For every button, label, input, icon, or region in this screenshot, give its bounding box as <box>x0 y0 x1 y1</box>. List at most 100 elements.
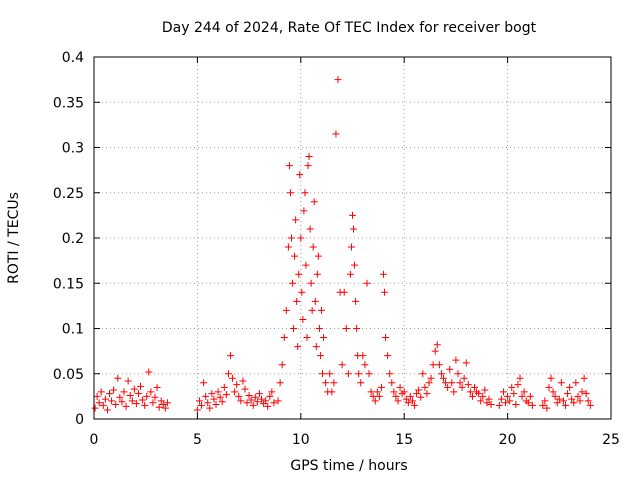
data-point <box>477 397 485 405</box>
x-tick-label: 0 <box>90 432 99 448</box>
data-point <box>545 383 553 391</box>
data-point <box>419 370 427 378</box>
data-point <box>226 352 234 360</box>
y-tick-label: 0.15 <box>53 276 84 292</box>
data-point <box>291 252 299 260</box>
data-point <box>120 388 128 396</box>
data-point <box>415 386 423 394</box>
data-point <box>253 398 261 406</box>
x-tick-label: 10 <box>292 432 310 448</box>
data-point <box>471 383 479 391</box>
data-point <box>355 370 363 378</box>
data-point <box>526 392 534 400</box>
data-point <box>315 325 323 332</box>
data-point <box>520 388 528 396</box>
data-point <box>295 270 303 278</box>
data-point <box>359 352 367 360</box>
data-point <box>334 76 342 84</box>
data-point <box>363 279 371 287</box>
data-point <box>151 393 159 401</box>
data-point <box>290 325 298 332</box>
y-tick-label: 0.05 <box>53 367 84 383</box>
data-point <box>224 370 232 378</box>
data-point <box>574 392 582 400</box>
y-tick-label: 0.25 <box>53 186 84 202</box>
data-point <box>112 401 120 409</box>
data-point <box>130 385 138 393</box>
data-point <box>396 383 404 391</box>
data-point <box>114 374 122 382</box>
data-point <box>307 279 315 287</box>
data-point <box>549 388 557 396</box>
data-point <box>97 388 105 396</box>
data-point <box>310 198 318 206</box>
data-point <box>303 334 311 342</box>
data-point <box>106 390 114 398</box>
data-point <box>251 393 259 401</box>
data-point <box>301 189 309 197</box>
data-point <box>433 341 441 349</box>
data-point <box>512 401 520 409</box>
data-point <box>204 399 212 407</box>
data-point <box>429 361 437 369</box>
data-point <box>516 374 524 382</box>
data-point <box>239 377 247 385</box>
data-point <box>161 404 169 412</box>
data-point <box>300 207 308 215</box>
data-point <box>427 374 435 382</box>
data-point <box>132 400 140 408</box>
data-point <box>264 402 272 410</box>
data-point <box>338 361 346 369</box>
data-point <box>386 370 394 378</box>
data-point <box>249 401 257 409</box>
data-point <box>220 383 228 391</box>
data-point <box>417 393 425 401</box>
data-point <box>442 379 450 387</box>
data-point <box>349 211 356 219</box>
data-point <box>153 383 161 391</box>
data-point <box>330 379 338 387</box>
data-point <box>110 386 118 394</box>
data-point <box>326 370 334 378</box>
data-point <box>134 390 142 398</box>
data-point <box>282 306 290 314</box>
data-point <box>243 399 251 407</box>
data-point <box>562 401 570 409</box>
data-point <box>384 352 392 360</box>
data-point <box>308 306 316 314</box>
data-point <box>462 359 470 367</box>
y-tick-label: 0.4 <box>62 50 84 66</box>
data-point <box>460 374 468 382</box>
data-point <box>371 397 379 405</box>
data-point <box>446 365 454 373</box>
data-point <box>450 388 458 396</box>
data-point <box>137 382 145 390</box>
data-point <box>431 347 439 355</box>
data-point <box>408 397 416 405</box>
y-tick-label: 0 <box>75 412 84 428</box>
data-point <box>268 388 276 396</box>
data-point <box>582 390 590 398</box>
data-point <box>235 392 243 400</box>
data-point <box>247 396 255 404</box>
data-point <box>576 397 584 405</box>
data-point <box>296 171 304 179</box>
x-axis-title: GPS time / hours <box>290 458 407 474</box>
data-point <box>270 399 278 407</box>
data-point <box>157 397 165 405</box>
data-point <box>141 401 149 409</box>
data-point <box>159 401 167 409</box>
data-point <box>510 390 518 398</box>
data-point <box>285 162 293 170</box>
data-point <box>229 374 237 382</box>
data-point <box>328 388 336 396</box>
data-point <box>319 370 327 378</box>
data-point <box>200 379 208 387</box>
data-point <box>435 361 443 369</box>
data-point <box>126 391 134 399</box>
data-point <box>390 388 398 396</box>
data-point <box>357 379 365 387</box>
data-point <box>392 392 400 400</box>
data-point <box>305 153 313 161</box>
data-point <box>313 270 321 278</box>
